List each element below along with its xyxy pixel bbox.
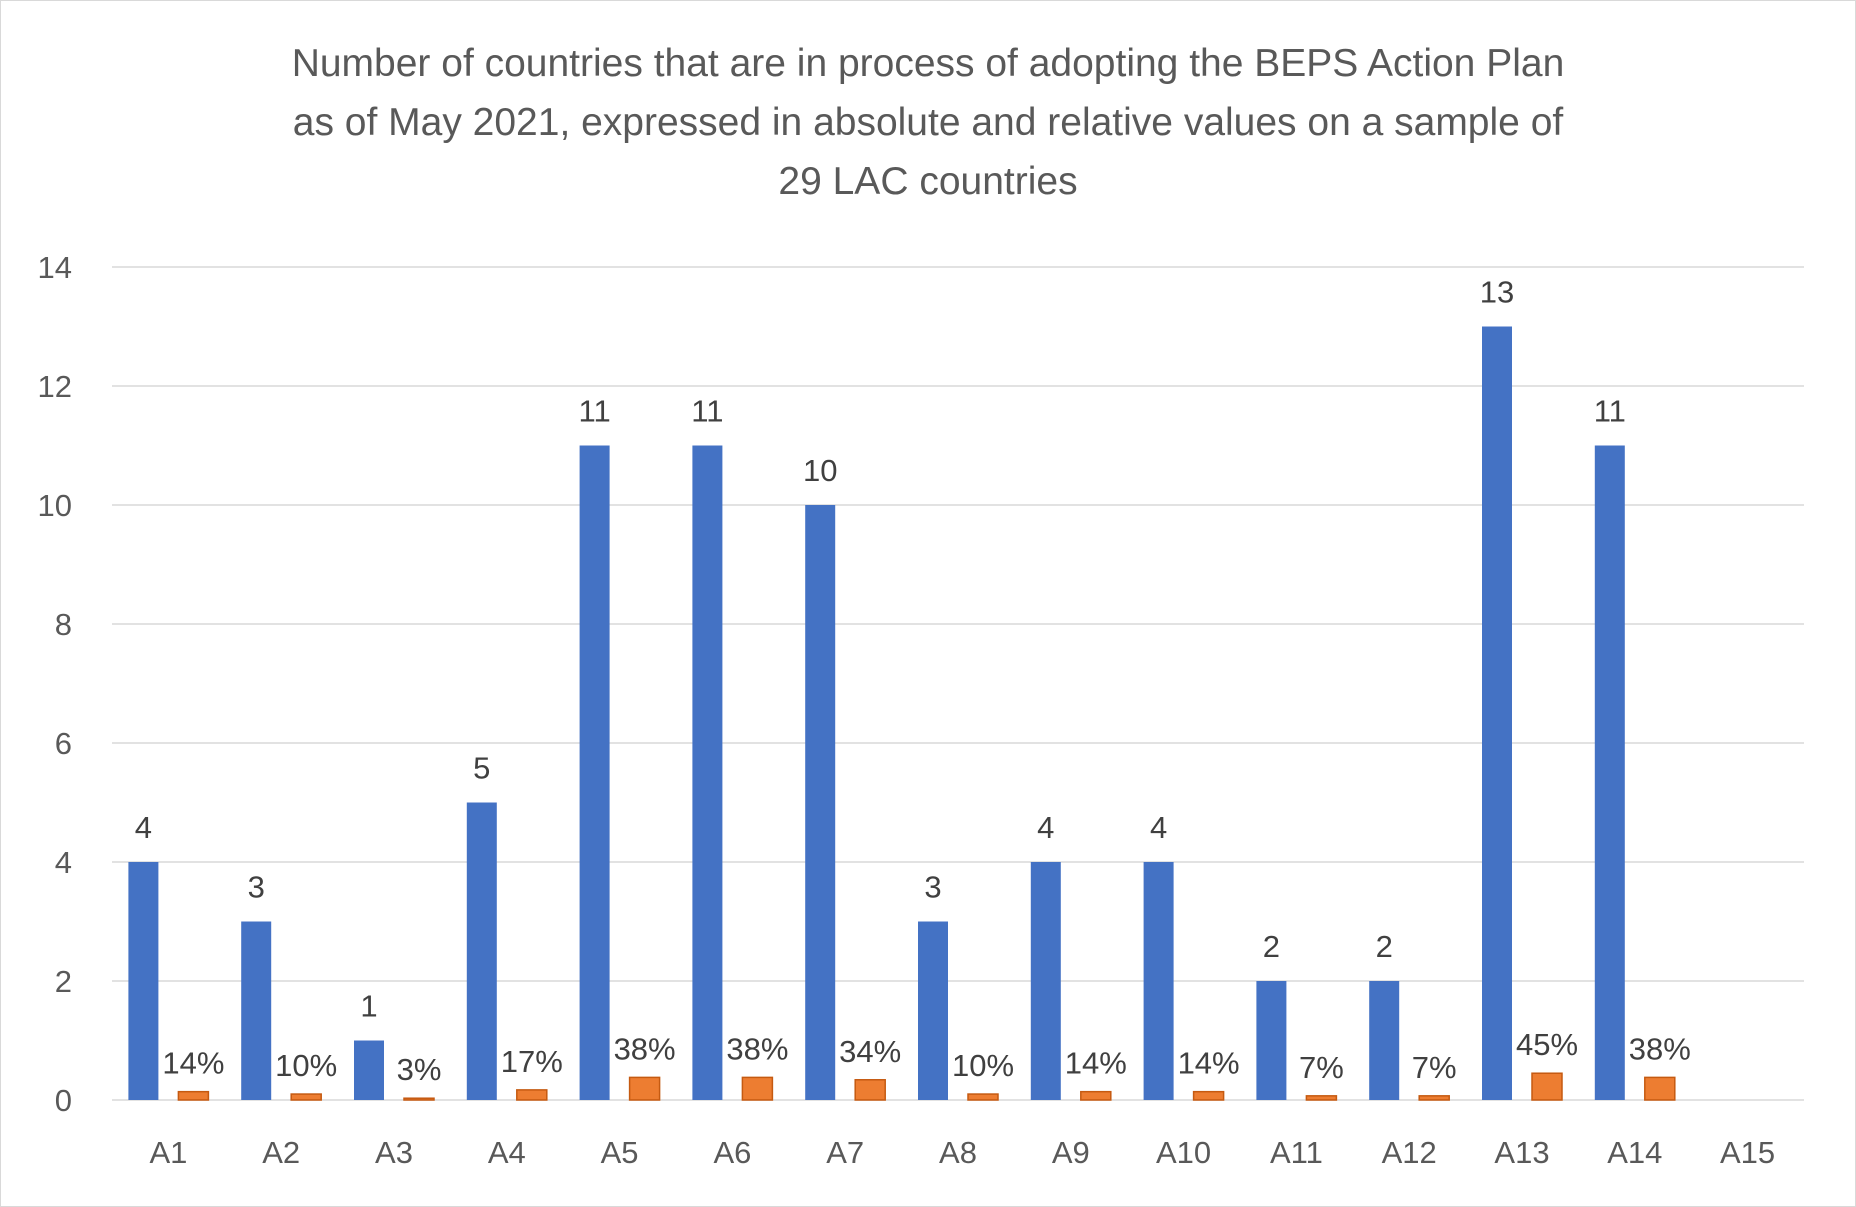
data-label-relative: 7%: [1412, 1050, 1457, 1085]
data-label-relative: 14%: [162, 1046, 224, 1081]
data-label-absolute: 11: [1594, 394, 1626, 429]
x-tick-label: A1: [149, 1135, 187, 1170]
y-tick-label: 0: [55, 1083, 72, 1118]
bar-relative: [1080, 1090, 1112, 1101]
x-tick-label: A13: [1494, 1135, 1549, 1170]
bar-absolute: [579, 445, 610, 1100]
bar-relative: [1305, 1095, 1338, 1101]
x-tick-label: A2: [262, 1135, 300, 1170]
bar-absolute: [241, 921, 272, 1100]
x-tick-label: A14: [1607, 1135, 1662, 1170]
bar-absolute: [1594, 445, 1625, 1100]
bar-absolute: [805, 505, 836, 1100]
bar-relative: [290, 1093, 322, 1101]
data-label-absolute: 4: [1037, 810, 1054, 845]
data-label-absolute: 3: [248, 870, 265, 905]
x-tick-label: A5: [601, 1135, 639, 1170]
bar-relative: [1531, 1072, 1563, 1101]
data-label-absolute: 2: [1376, 929, 1393, 964]
data-label-relative: 17%: [501, 1044, 563, 1079]
data-label-relative: 14%: [1178, 1046, 1240, 1081]
data-label-absolute: 10: [803, 453, 837, 488]
data-label-relative: 3%: [397, 1052, 442, 1087]
chart-title-line-2: as of May 2021, expressed in absolute an…: [292, 101, 1564, 144]
data-label-relative: 10%: [952, 1048, 1014, 1083]
bar-absolute: [128, 862, 159, 1100]
bar-absolute: [466, 802, 497, 1100]
y-tick-label: 14: [38, 250, 72, 285]
bar-relative: [741, 1076, 774, 1101]
y-tick-label: 8: [55, 607, 72, 642]
data-label-relative: 14%: [1065, 1046, 1127, 1081]
x-tick-label: A11: [1270, 1135, 1323, 1170]
bar-relative: [1418, 1095, 1450, 1101]
bar-absolute: [692, 445, 723, 1100]
bar-relative: [967, 1093, 999, 1101]
bar-absolute: [1369, 981, 1400, 1100]
bar-absolute: [1256, 981, 1287, 1100]
data-label-absolute: 1: [360, 989, 377, 1024]
data-label-relative: 38%: [1629, 1031, 1691, 1066]
x-tick-label: A3: [375, 1135, 413, 1170]
y-tick-label: 12: [38, 369, 72, 404]
data-label-relative: 34%: [839, 1034, 901, 1069]
y-axis-tick-labels: 0 2 4 6 8 10 12 14: [38, 250, 72, 1118]
data-label-relative: 10%: [275, 1048, 337, 1083]
x-tick-label: A9: [1052, 1135, 1090, 1170]
bar-relative: [1644, 1076, 1676, 1101]
data-label-relative: 45%: [1516, 1027, 1578, 1062]
data-label-absolute: 3: [924, 870, 941, 905]
x-tick-label: A10: [1156, 1135, 1211, 1170]
x-tick-label: A8: [939, 1135, 977, 1170]
data-label-relative: 7%: [1299, 1050, 1344, 1085]
bar-relative: [854, 1079, 886, 1101]
data-label-absolute: 11: [579, 394, 611, 429]
bar-relative: [403, 1097, 435, 1101]
x-tick-label: A12: [1382, 1135, 1437, 1170]
bar-relative: [516, 1089, 548, 1101]
data-label-absolute: 4: [135, 810, 152, 845]
data-label-relative: 38%: [614, 1031, 676, 1066]
x-tick-label: A6: [713, 1135, 751, 1170]
data-label-absolute: 5: [473, 751, 490, 786]
chart-title-line-1: Number of countries that are in process …: [291, 42, 1565, 85]
x-tick-label: A7: [826, 1135, 864, 1170]
y-tick-label: 10: [38, 488, 72, 523]
chart-title: Number of countries that are in process …: [178, 34, 1678, 211]
data-label-absolute: 13: [1480, 275, 1514, 310]
data-label-absolute: 4: [1150, 810, 1167, 845]
y-tick-label: 4: [55, 845, 72, 880]
bar-absolute: [1482, 326, 1512, 1100]
bar-absolute: [1143, 862, 1174, 1100]
bar-relative: [628, 1076, 661, 1101]
x-tick-label: A4: [488, 1135, 526, 1170]
bar-relative: [1192, 1090, 1225, 1101]
bar-absolute: [354, 1040, 384, 1100]
y-tick-label: 2: [55, 964, 72, 999]
y-tick-label: 6: [55, 726, 72, 761]
bar-absolute: [918, 921, 948, 1100]
data-label-absolute: 2: [1263, 929, 1280, 964]
data-label-absolute: 11: [691, 394, 723, 429]
chart-title-line-3: 29 LAC countries: [778, 160, 1078, 203]
x-axis-tick-labels: A1 A2 A3 A4 A5 A6 A7 A8 A9 A10 A11 A12 A13 A14 A15: [149, 1135, 1775, 1170]
data-label-relative: 38%: [726, 1031, 788, 1066]
gridlines: [112, 266, 1804, 1101]
data-labels: 4 14% 3 10% 1 3% 5 17% 11 38% 11 38% 10 34% 3 10% 4 14% 4 1…: [135, 275, 1691, 1088]
bar-absolute: [1030, 862, 1061, 1100]
x-tick-label: A15: [1720, 1135, 1775, 1170]
bar-relative: [177, 1090, 210, 1101]
bars: [128, 326, 1676, 1101]
